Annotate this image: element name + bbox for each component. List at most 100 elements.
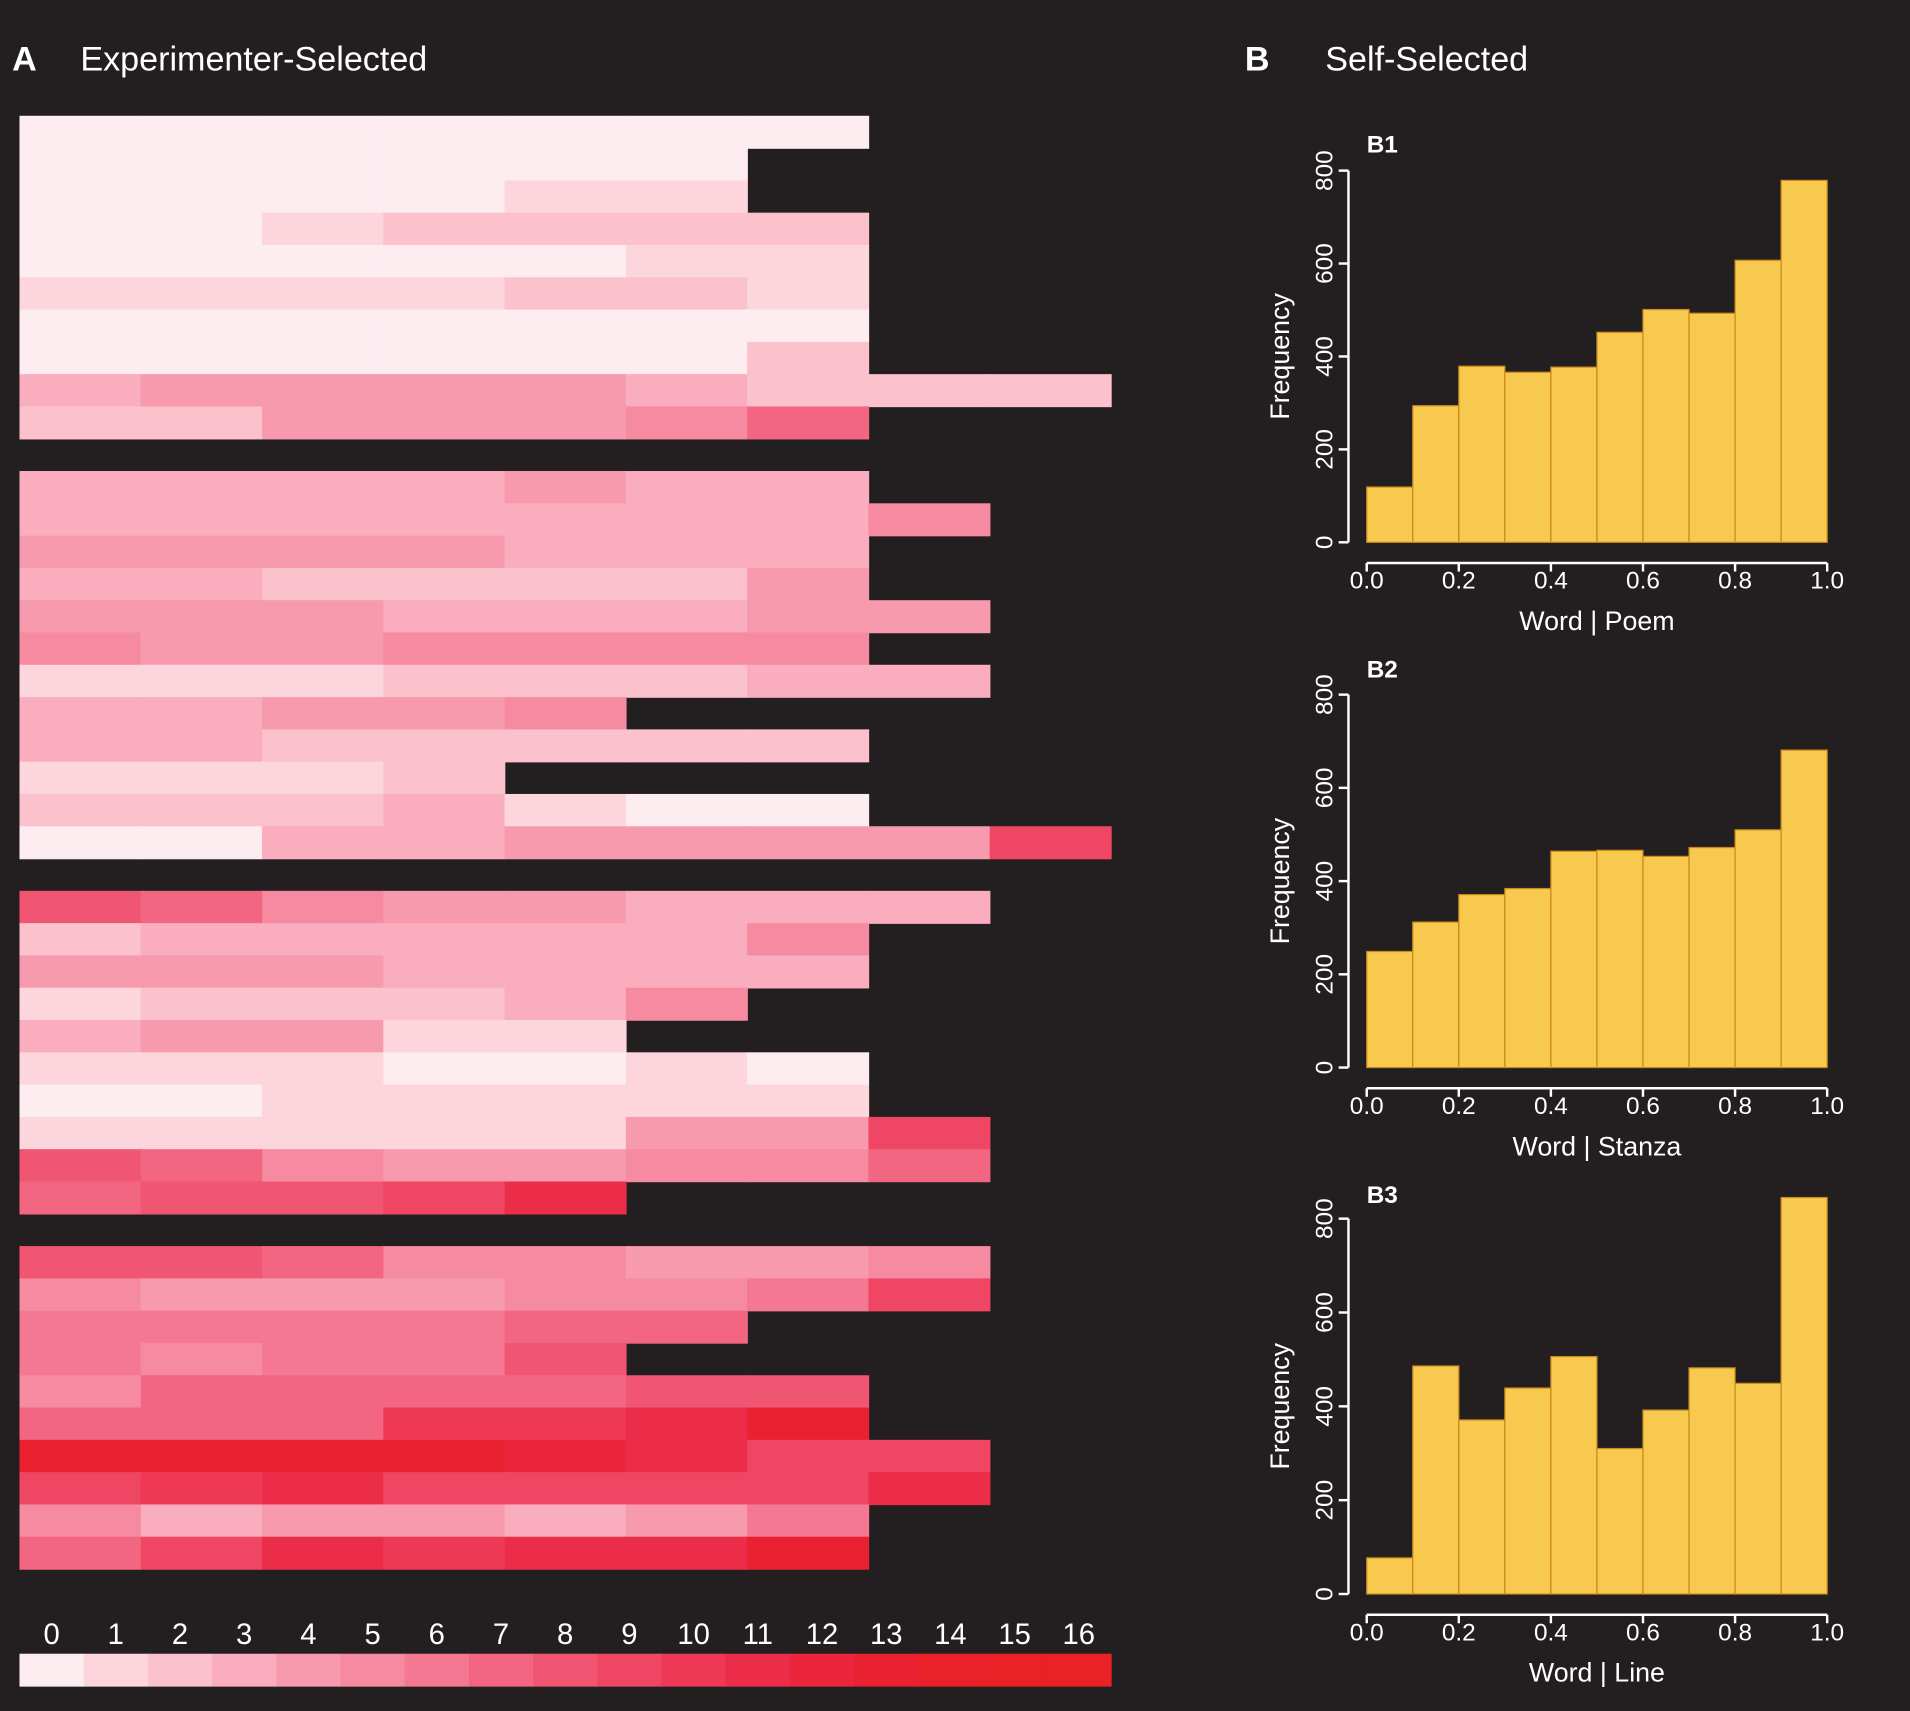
- heatmap-cell-g1-r10-c1: [19, 406, 142, 440]
- heatmap-cell-g3-r9-c1: [19, 1149, 142, 1183]
- y-tick-label-0: 0: [1312, 1587, 1339, 1601]
- heatmap-cell-g1-r10-c5: [504, 406, 627, 440]
- colorbar-swatch-3: [212, 1653, 278, 1687]
- x-tick-label-2: 0.4: [1534, 568, 1568, 595]
- heatmap-cell-g3-r3-c7: [747, 955, 870, 989]
- heatmap-cell-g1-r7-c4: [383, 309, 506, 343]
- colorbar-tick-9: 9: [621, 1619, 637, 1651]
- histogram-bar-4: [1504, 371, 1552, 543]
- heatmap-cell-g2-r1-c1: [19, 471, 142, 505]
- histogram-bar-4: [1504, 887, 1552, 1069]
- heatmap-cell-g2-r4-c1: [19, 567, 142, 601]
- colorbar-swatch-9: [597, 1653, 663, 1687]
- heatmap-cell-g4-r4-c1: [19, 1342, 142, 1376]
- heatmap-cell-g1-r8-c1: [19, 341, 142, 375]
- heatmap-cell-g1-r3-c4: [383, 180, 506, 214]
- y-axis-label: Frequency: [1265, 817, 1295, 944]
- heatmap-cell-g4-r1-c7: [747, 1246, 870, 1280]
- colorbar-tick-1: 1: [108, 1619, 124, 1651]
- heatmap-cell-g2-r6-c3: [262, 632, 385, 666]
- heatmap-cell-g2-r10-c1: [19, 761, 142, 795]
- heatmap-cell-g3-r2-c4: [383, 923, 506, 957]
- heatmap-cell-g2-r1-c3: [262, 471, 385, 505]
- heatmap-cell-g2-r5-c3: [262, 600, 385, 634]
- colorbar-tick-2: 2: [172, 1619, 188, 1651]
- heatmap-cell-g2-r4-c2: [140, 567, 263, 601]
- heatmap-cell-g2-r8-c1: [19, 697, 142, 731]
- heatmap-cell-g2-r5-c5: [504, 600, 627, 634]
- heatmap-cell-g3-r2-c3: [262, 923, 385, 957]
- heatmap-cell-g3-r8-c2: [140, 1116, 263, 1150]
- x-tick-label-3: 0.6: [1626, 1093, 1660, 1120]
- heatmap-cell-g4-r9-c1: [19, 1504, 142, 1538]
- heatmap-cell-g1-r8-c3: [262, 341, 385, 375]
- heatmap-cell-g4-r10-c2: [140, 1536, 263, 1570]
- heatmap-cell-g4-r4-c4: [383, 1342, 506, 1376]
- heatmap-cell-g3-r2-c2: [140, 923, 263, 957]
- heatmap-cell-g2-r10-c3: [262, 761, 385, 795]
- heatmap-cell-g1-r9-c2: [140, 374, 263, 408]
- heatmap-cell-g2-r5-c7: [747, 600, 870, 634]
- heatmap-cell-g4-r8-c6: [625, 1472, 748, 1506]
- heatmap-cell-g2-r7-c5: [504, 664, 627, 698]
- heatmap-cell-g1-r7-c6: [625, 309, 748, 343]
- heatmap-cell-g1-r5-c7: [747, 244, 870, 278]
- heatmap-cell-g1-r10-c2: [140, 406, 263, 440]
- colorbar-tick-13: 13: [870, 1619, 903, 1651]
- heatmap-cell-g1-r5-c4: [383, 244, 506, 278]
- heatmap-cell-g1-r10-c4: [383, 406, 506, 440]
- heatmap-cell-g2-r8-c3: [262, 697, 385, 731]
- heatmap-cell-g1-r2-c2: [140, 148, 263, 182]
- heatmap-cell-g1-r6-c2: [140, 277, 263, 311]
- histogram-bar-2: [1412, 405, 1460, 543]
- histogram-bar-9: [1734, 259, 1782, 543]
- heatmap-cell-g4-r1-c6: [625, 1246, 748, 1280]
- histogram-b2: 0 200 400 600 800 0.0 0.2 0.4 0.6 0.8 1.0 Frequency…: [1265, 657, 1844, 1162]
- histogram-bar-7: [1642, 1409, 1690, 1595]
- x-tick-label-0: 0.0: [1350, 568, 1384, 595]
- heatmap-cell-g2-r3-c1: [19, 535, 142, 569]
- heatmap-cell-g2-r2-c4: [383, 503, 506, 537]
- heatmap-cell-g4-r9-c2: [140, 1504, 263, 1538]
- heatmap-cell-g3-r6-c7: [747, 1052, 870, 1086]
- y-tick-label-1: 200: [1312, 429, 1339, 470]
- heatmap-cell-g2-r7-c8: [868, 664, 991, 698]
- heatmap-cell-g1-r4-c7: [747, 212, 870, 246]
- y-tick-label-2: 400: [1312, 1386, 1339, 1427]
- heatmap-cell-g1-r9-c7: [747, 374, 870, 408]
- heatmap-cell-g1-r4-c4: [383, 212, 506, 246]
- heatmap-cell-g1-r10-c6: [625, 406, 748, 440]
- heatmap-cell-g4-r6-c4: [383, 1407, 506, 1441]
- y-tick-label-2: 400: [1312, 861, 1339, 902]
- heatmap-cell-g2-r11-c4: [383, 793, 506, 827]
- heatmap-cell-g1-r2-c3: [262, 148, 385, 182]
- heatmap-cell-g1-r6-c4: [383, 277, 506, 311]
- heatmap-cell-g3-r1-c2: [140, 890, 263, 924]
- heatmap-cell-g3-r10-c4: [383, 1181, 506, 1215]
- heatmap-cell-g4-r3-c4: [383, 1310, 506, 1344]
- heatmap-cell-g3-r7-c6: [625, 1084, 748, 1118]
- colorbar-tick-3: 3: [236, 1619, 252, 1651]
- heatmap-cell-g4-r8-c4: [383, 1472, 506, 1506]
- colorbar-swatch-13: [854, 1653, 920, 1687]
- heatmap-cell-g3-r9-c6: [625, 1149, 748, 1183]
- heatmap-cell-g3-r5-c4: [383, 1020, 506, 1054]
- heatmap-cell-g3-r5-c2: [140, 1020, 263, 1054]
- heatmap-cell-g4-r2-c4: [383, 1278, 506, 1312]
- y-tick-label-1: 200: [1312, 1480, 1339, 1521]
- heatmap-cell-g2-r1-c7: [747, 471, 870, 505]
- heatmap-cell-g1-r8-c5: [504, 341, 627, 375]
- heatmap-cell-g2-r7-c4: [383, 664, 506, 698]
- x-tick-label-5: 1.0: [1810, 1619, 1844, 1646]
- heatmap-cell-g2-r2-c2: [140, 503, 263, 537]
- heatmap-cell-g2-r3-c7: [747, 535, 870, 569]
- heatmap-cell-g4-r10-c1: [19, 1536, 142, 1570]
- histogram-bar-3: [1458, 894, 1506, 1069]
- histogram-bar-8: [1688, 1367, 1736, 1595]
- heatmap-cell-g2-r5-c6: [625, 600, 748, 634]
- histogram-bar-3: [1458, 365, 1506, 543]
- heatmap-cell-g2-r10-c2: [140, 761, 263, 795]
- y-tick-label-2: 400: [1312, 336, 1339, 377]
- x-tick-label-1: 0.2: [1442, 1093, 1476, 1120]
- heatmap-cell-g3-r9-c5: [504, 1149, 627, 1183]
